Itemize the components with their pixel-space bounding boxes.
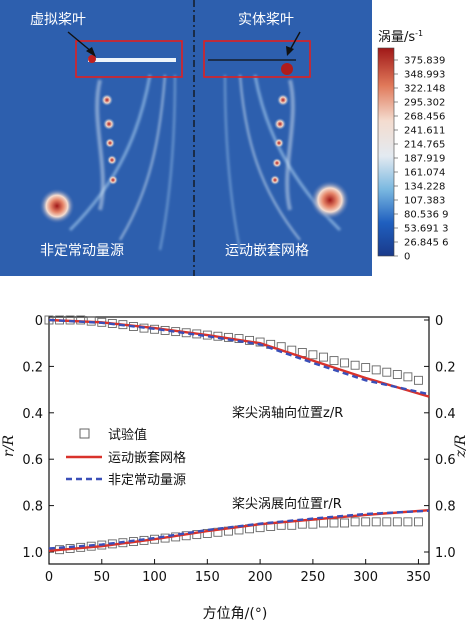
y-tick-label-left: 0.4 (22, 407, 43, 422)
x-axis-label: 方位角/(°) (203, 606, 268, 622)
colorbar (377, 47, 395, 257)
experiment-data-point (392, 370, 402, 379)
momentum-source-curve-5 (48, 509, 430, 550)
y-axis-left-label: r/R (1, 435, 17, 457)
experiment-data-point (382, 367, 392, 377)
legend-label-momentum-source: 非定常动量源 (108, 473, 186, 488)
x-tick-label: 350 (406, 570, 431, 585)
colorbar-tick-label: 80.536 9 (404, 210, 449, 221)
plot-frame (48, 316, 430, 565)
y-tick-label-right: 0 (435, 314, 443, 329)
y-tick-label-right: 0.8 (435, 500, 456, 515)
virtual-blade-tip-vortex (88, 55, 96, 63)
x-tick-label: 50 (94, 570, 111, 585)
virtual-blade-box (75, 40, 183, 78)
experiment-data-point (329, 518, 339, 528)
left-method-caption: 非定常动量源 (40, 243, 124, 259)
experiment-data-point (382, 517, 392, 527)
legend: 试验值 运动嵌套网格 非定常动量源 (66, 427, 186, 488)
experiment-data-point (318, 518, 328, 528)
experiment-data-point (371, 517, 381, 527)
experiment-data-point (329, 356, 339, 366)
y-tick-label-left: 0.8 (22, 500, 43, 515)
arrowhead-icon (286, 46, 294, 56)
experiment-data-point (392, 517, 402, 527)
tip-vortex-chart: 0 50 100 150 200 250 300 350 0 0 0.2 0.2 0.4 0.4 0.6 0.… (1, 314, 469, 622)
virtual-blade-label: 虚拟桨叶 (30, 11, 86, 28)
tip-vortex-cores (39, 63, 350, 224)
annotation-radial: 桨尖涡展向位置r/R (232, 496, 342, 512)
colorbar-tick-label: 53.691 3 (404, 224, 449, 235)
x-tick-label: 250 (300, 570, 325, 585)
colorbar-tick-label: 214.765 (404, 140, 445, 151)
colorbar-tick-label: 187.919 (404, 154, 445, 165)
experiment-data-point (413, 517, 423, 527)
x-tick-label: 200 (248, 570, 273, 585)
arrowhead-icon (86, 47, 96, 57)
colorbar-tick-label: 375.839 (404, 56, 445, 67)
legend-label-overset: 运动嵌套网格 (108, 450, 186, 466)
legend-label-experiment: 试验值 (108, 427, 147, 443)
colorbar-tick-label: 134.228 (404, 182, 445, 193)
experiment-data-point (202, 528, 212, 538)
real-blade-label: 实体桨叶 (238, 11, 294, 28)
colorbar-tick-label: 241.611 (404, 126, 445, 137)
colorbar-tick-label: 348.993 (404, 70, 445, 81)
legend-marker-experiment (79, 428, 90, 439)
y-tick-label-right: 0.4 (435, 407, 456, 422)
y-tick-label-left: 0.6 (22, 453, 43, 468)
experiment-data-point (371, 365, 381, 375)
y-tick-label-right: 1.0 (435, 546, 456, 561)
colorbar-tick-label: 0 (404, 252, 410, 263)
experiment-data-point (413, 375, 423, 385)
experiment-data-point (350, 360, 360, 370)
x-tick-label: 150 (195, 570, 220, 585)
experiment-data-point (308, 350, 318, 360)
momentum-source-curve-2 (48, 318, 430, 396)
wake-structures (68, 74, 342, 251)
experiment-data-point (192, 530, 202, 540)
right-method-caption: 运动嵌套网格 (225, 243, 309, 259)
series-layer (44, 315, 430, 555)
experiment-data-point (403, 517, 413, 527)
virtual-blade-arrow (67, 31, 93, 53)
overset-grid-curve-1 (48, 318, 430, 398)
experiment-data-point (361, 517, 371, 527)
colorbar-tick-label: 26.845 6 (404, 238, 449, 249)
overset-grid-curve-4 (48, 509, 430, 552)
colorbar-ticks: 375.839 348.993 322.148 295.302 268.456 241.6… (394, 56, 449, 263)
colorbar-tick-label: 107.383 (404, 196, 445, 207)
experiment-data-point (350, 517, 360, 527)
experiment-data-point (318, 352, 328, 362)
x-tick-label: 0 (45, 570, 53, 585)
y-tick-label-left: 1.0 (22, 546, 43, 561)
y-tick-label-right: 0.2 (435, 360, 456, 375)
experiment-data-point (76, 315, 86, 325)
experiment-data-point (308, 519, 318, 529)
real-blade-box (203, 40, 311, 78)
y-tick-label-left: 0 (35, 314, 43, 329)
x-tick-label: 300 (353, 570, 378, 585)
x-tick-label: 100 (142, 570, 167, 585)
experiment-data-point (403, 372, 413, 382)
y-tick-label-left: 0.2 (22, 360, 43, 375)
real-blade-arrow (289, 31, 301, 51)
colorbar-tick-label: 295.302 (404, 98, 445, 109)
experiment-data-point (340, 358, 350, 368)
contour-background (0, 0, 372, 276)
experiment-data-point (340, 518, 350, 528)
y-tick-label-right: 0.6 (435, 453, 456, 468)
y-axis-right-label: z/R (453, 434, 469, 458)
vorticity-contour-panel: 虚拟桨叶 实体桨叶 非定常动量源 运动嵌套网格 涡量/s-1 375.839 34… (0, 0, 474, 276)
experiment-data-point (361, 363, 371, 373)
colorbar-tick-label: 161.074 (404, 168, 445, 179)
axes-ticks: 0 50 100 150 200 250 300 350 0 0 0.2 0.2 0.4 0.4 0.6 0.… (22, 314, 455, 585)
colorbar-tick-label: 322.148 (404, 84, 445, 95)
colorbar-title: 涡量/s-1 (378, 29, 423, 45)
annotation-axial: 桨尖涡轴向位置z/R (232, 405, 343, 421)
colorbar-tick-label: 268.456 (404, 112, 445, 123)
